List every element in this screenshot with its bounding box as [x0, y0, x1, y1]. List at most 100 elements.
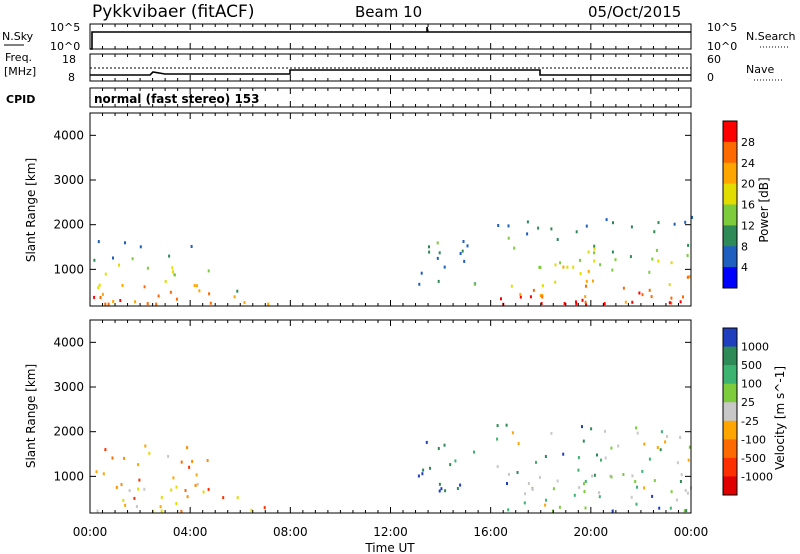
echo-cell [583, 490, 586, 493]
colorbar-segment [723, 365, 737, 385]
colorbar-segment [723, 402, 737, 422]
echo-cell [577, 456, 580, 460]
echo-cell [598, 495, 601, 499]
echo-cell [673, 222, 676, 226]
echo-cell [650, 295, 653, 299]
echo-cell [137, 487, 140, 491]
echo-cell [669, 506, 672, 510]
velocity-ylabel: Slant Range [km] [24, 364, 38, 468]
velocity-colorbar: 1000 500 100 25 -25 -100 -500 -1000 [722, 327, 773, 496]
echo-cell [556, 479, 559, 483]
echo-cell [167, 454, 170, 458]
echo-cell [545, 498, 548, 502]
echo-cell [670, 490, 673, 494]
echo-cell [585, 224, 588, 228]
echo-cell [93, 295, 96, 299]
echo-cell [146, 302, 149, 306]
echo-cell [175, 502, 178, 505]
echo-cell [97, 286, 100, 290]
echo-cell [585, 302, 587, 306]
colorbar-tick-label: -500 [741, 452, 766, 465]
echo-cell [611, 268, 614, 272]
echo-cell [523, 501, 526, 505]
x-axis-label: Time UT [364, 541, 415, 554]
echo-cell [600, 458, 602, 462]
echo-cell [635, 426, 638, 430]
x-tick-label: 12:00 [373, 525, 408, 539]
echo-cell [463, 259, 466, 263]
freq-right-label: Nave [746, 63, 774, 76]
noise-panel: N.Sky 10^5 10^0 10^5 10^0 N.Search [2, 21, 796, 53]
power-panel: Slant Range [km] 1000 2000 3000 4000 28 24 20… [24, 112, 771, 307]
echo-cell [592, 279, 594, 283]
echo-cell [139, 245, 142, 249]
echo-cell [558, 505, 561, 509]
x-tick-label: 04:00 [173, 525, 208, 539]
echo-cell [193, 284, 196, 288]
echo-cell [137, 463, 140, 467]
echo-cell [636, 431, 639, 435]
colorbar-tick-label: 100 [741, 378, 762, 391]
echo-cell [208, 292, 211, 296]
echo-cell [440, 487, 443, 491]
echo-cell [148, 451, 151, 455]
echo-cell [643, 442, 646, 446]
echo-cell [133, 496, 136, 500]
echo-cell [604, 456, 607, 460]
echo-cell [624, 300, 627, 304]
echo-cell [124, 503, 127, 507]
echo-cell [207, 487, 210, 491]
cpid-value: normal (fast stereo) 153 [94, 92, 260, 106]
echo-cell [170, 488, 173, 492]
power-ylabel: Slant Range [km] [24, 158, 38, 262]
echo-cell [175, 297, 178, 301]
echo-cell [584, 295, 587, 299]
velocity-panel: Slant Range [km] 1000 2000 3000 4000 1000 50… [24, 319, 787, 514]
echo-cell [688, 275, 691, 279]
echo-cell [584, 506, 587, 510]
echo-cell [691, 215, 693, 219]
echo-cell [422, 468, 425, 472]
freq-left-tick-bottom: 8 [68, 71, 75, 84]
echo-cell [670, 261, 673, 265]
echo-cell [539, 294, 542, 298]
x-tick-label: 00:00 [674, 525, 709, 539]
echo-cell [641, 293, 644, 297]
echo-cell [656, 446, 659, 449]
y-tick-label: 2000 [53, 425, 84, 439]
noise-sky-trace [90, 26, 691, 50]
echo-cell [184, 489, 187, 492]
echo-cell [143, 285, 146, 289]
freq-panel: Freq. [MHz] 18 8 60 0 Nave [4, 51, 782, 84]
colorbar-segment [723, 162, 737, 185]
echo-cell [550, 431, 553, 435]
echo-cell [582, 439, 585, 443]
echo-cell [612, 221, 614, 225]
freq-label-bottom: [MHz] [4, 65, 36, 78]
echo-cell [531, 487, 534, 491]
colorbar-segment [723, 141, 737, 164]
y-tick-label: 1000 [53, 469, 84, 483]
station-title: Pykkvibaer (fitACF) [92, 2, 254, 22]
echo-cell [507, 236, 510, 240]
echo-cell [686, 275, 689, 279]
echo-cell [466, 244, 469, 248]
echo-cell [604, 429, 606, 433]
colorbar-segment [723, 204, 737, 226]
echo-cell [685, 509, 688, 513]
echo-cell [622, 286, 625, 290]
velocity-scatter [95, 423, 692, 513]
echo-cell [462, 240, 465, 243]
echo-cell [236, 289, 239, 293]
echo-cell [636, 485, 638, 489]
echo-cell [506, 482, 508, 485]
echo-cell [577, 468, 580, 472]
echo-cell [544, 455, 547, 458]
echo-cell [609, 474, 612, 478]
echo-cell [657, 221, 660, 225]
echo-cell [559, 261, 562, 265]
colorbar-tick-label: 28 [741, 136, 755, 149]
echo-cell [186, 446, 189, 450]
echo-cell [554, 280, 557, 284]
echo-cell [497, 224, 500, 227]
